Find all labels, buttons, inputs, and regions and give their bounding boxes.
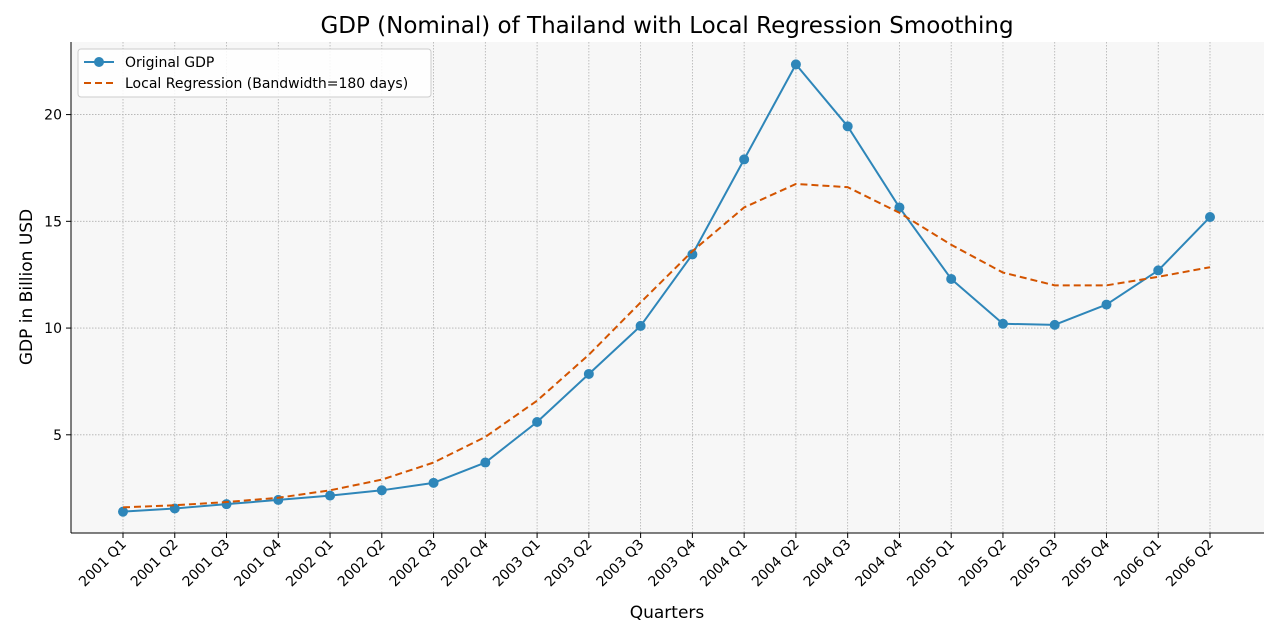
y-tick-label: 15 [44, 214, 62, 230]
gdp-data-point [118, 506, 128, 517]
chart-title: GDP (Nominal) of Thailand with Local Reg… [320, 13, 1013, 39]
x-tick-label: 2003 Q1 [490, 537, 544, 591]
legend-label: Local Regression (Bandwidth=180 days) [125, 76, 408, 92]
y-tick-label: 20 [44, 108, 62, 124]
gdp-data-point [687, 249, 698, 260]
x-tick-label: 2004 Q2 [749, 537, 803, 591]
x-tick-label: 2002 Q1 [283, 537, 337, 591]
x-tick-label: 2004 Q4 [853, 536, 907, 590]
legend-box [77, 48, 432, 98]
x-tick-label: 2005 Q2 [956, 537, 1010, 591]
x-tick-label: 2001 Q4 [231, 536, 285, 590]
x-tick-label: 2006 Q2 [1163, 537, 1217, 591]
gdp-data-point [428, 477, 439, 488]
x-axis-label: Quarters [630, 603, 705, 623]
x-tick-label: 2006 Q1 [1111, 537, 1165, 591]
x-tick-label: 2004 Q3 [801, 537, 855, 591]
x-tick-label: 2002 Q2 [335, 537, 389, 591]
legend-marker [94, 57, 104, 67]
x-tick-label: 2001 Q1 [76, 537, 130, 591]
legend-label: Original GDP [125, 55, 214, 71]
x-tick-label: 2005 Q4 [1060, 536, 1114, 590]
y-tick-label: 5 [53, 428, 62, 444]
legend: Original GDP Local Regression (Bandwidth=… [77, 48, 432, 98]
gdp-data-point [790, 59, 801, 70]
gdp-data-point [739, 154, 750, 165]
gdp-data-point [480, 457, 491, 468]
x-tick-label: 2002 Q3 [387, 537, 441, 591]
x-tick-label: 2005 Q3 [1008, 537, 1062, 591]
x-tick-label: 2001 Q3 [180, 537, 234, 591]
gdp-data-point [1049, 319, 1060, 330]
gdp-data-point [635, 320, 646, 331]
y-tick-label: 10 [44, 321, 62, 337]
gdp-data-point [376, 485, 387, 496]
gdp-data-point [1153, 265, 1164, 276]
x-tick-label: 2005 Q1 [904, 537, 958, 591]
x-tick-label: 2001 Q2 [128, 537, 182, 591]
gdp-data-point [532, 416, 543, 427]
gdp-data-point [997, 318, 1008, 329]
gdp-data-point [1205, 212, 1215, 223]
x-tick-label: 2002 Q4 [438, 536, 492, 590]
x-tick-label: 2003 Q4 [645, 536, 699, 590]
gdp-data-point [842, 121, 853, 132]
gdp-data-point [583, 368, 594, 379]
smoothing-line [122, 182, 1211, 509]
gdp-data-point [325, 490, 336, 501]
gdp-data-point [221, 499, 232, 510]
gdp-data-point [894, 202, 905, 213]
gdp-line [122, 63, 1211, 513]
x-tick-label: 2004 Q1 [697, 537, 751, 591]
gdp-data-point [1101, 299, 1112, 310]
gdp-data-point [946, 273, 957, 284]
x-tick-label: 2003 Q3 [594, 537, 648, 591]
y-axis-label: GDP in Billion USD [17, 209, 37, 365]
x-tick-label: 2003 Q2 [542, 537, 596, 591]
